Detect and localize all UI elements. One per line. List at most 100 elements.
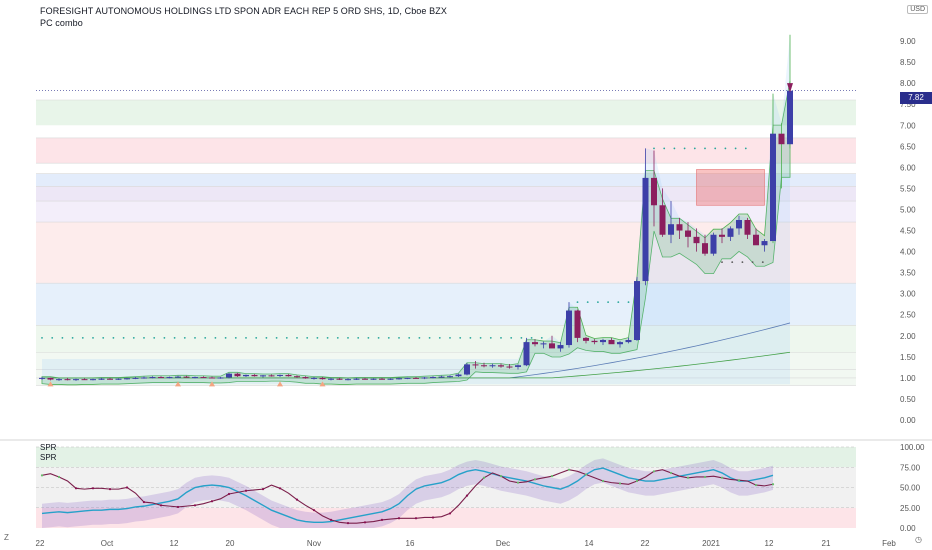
candle-body [438,376,445,378]
candle-body [90,379,96,381]
pivot-dot [428,336,431,339]
price-tick-label: 8.00 [900,79,916,88]
candle-body [761,241,768,246]
support-envelope [41,80,791,386]
pivot-dot [653,147,655,150]
pivot-dot [597,301,599,304]
spr-point [431,516,435,519]
pivot-dot [204,336,207,339]
spr-point [125,486,129,489]
oversold-zone [36,507,856,528]
range-cloud [42,34,790,385]
candle-body [608,340,615,345]
candle-body [183,376,190,378]
candle-body [651,177,657,206]
spr-point [91,487,95,490]
pivot-dot [347,336,349,339]
zone-band [36,100,856,126]
candle-body [115,378,122,380]
candle-body [311,377,317,379]
time-tick-label: 20 [226,539,235,548]
pivot-dot [296,336,298,339]
time-tick-label: Nov [307,539,321,548]
clock-icon[interactable]: ◷ [915,535,922,544]
pivot-dot [744,147,747,150]
spr-point [414,517,418,520]
pivot-dot [761,261,764,264]
pivot-dot [489,336,492,339]
spr-point [227,492,231,496]
candle-body [540,343,547,345]
pivot-dot [617,301,620,304]
candle-body [209,377,215,379]
candle-body [668,224,674,235]
candle-body [192,377,198,379]
pivot-dot [459,336,462,339]
pivot-dot [61,336,64,339]
spr-point [550,475,554,478]
pivot-dot [530,336,533,339]
pivot-dot [224,336,227,339]
chart-title: FORESIGHT AUTONOMOUS HOLDINGS LTD SPON A… [40,6,447,16]
candle-body [676,224,683,231]
price-tick-label: 8.50 [900,58,916,67]
pivot-dot [479,336,482,339]
candle-body [447,376,453,378]
buy-signal-marker [175,381,181,387]
price-tick-label: 5.00 [900,205,916,214]
pivot-dot [418,336,421,339]
candle-body [455,374,462,377]
pivot-dot [41,336,43,339]
candle-body [566,310,572,346]
pivot-dot [408,336,411,339]
candle-body [166,377,173,379]
pivot-dot [520,336,523,339]
candle-body [56,379,62,381]
pivot-dot [275,336,278,339]
candle-body [234,373,241,377]
zone-band [36,352,856,386]
pivot-dot [449,336,451,339]
spr-point [210,500,214,503]
indicator-label[interactable]: PC combo [40,18,83,28]
pivot-dot [731,261,734,264]
pivot-dot [693,147,696,150]
candle-body [64,379,71,381]
spr-point [312,509,316,512]
time-tick-label: 22 [36,539,45,548]
candle-body [557,345,564,349]
candle-body [39,377,45,379]
spr-point [295,498,299,501]
spr-point [346,522,350,525]
pivot-dot [540,336,543,339]
spr-point [720,476,724,479]
pivot-dot [510,336,513,339]
candle-body [583,337,589,341]
candle-body [404,377,411,379]
zone-band [36,325,856,353]
spr-line-1 [41,469,774,524]
price-tick-label: 4.50 [900,227,916,236]
time-axis: 22 Oct 12 20 Nov 16 Dec 14 22 2021 12 21 Feb [36,539,897,548]
pivot-dot [673,147,676,150]
spr-point [737,479,741,482]
candle-body [226,373,232,378]
currency-badge[interactable]: USD [907,5,928,14]
candle-body [736,220,742,229]
pivot-dot [721,261,723,264]
spr-point [618,482,622,485]
pivot-dot [153,336,156,339]
spr-point [159,504,163,507]
overbought-zone [36,447,856,468]
pivot-dot [265,336,268,339]
candle-body [98,378,105,380]
spr-point [363,521,367,524]
spr-point [584,473,588,476]
spr-tick-label: 25.00 [900,504,921,513]
candle-body [124,378,130,380]
candle-body [659,205,666,235]
spr-tick-label: 75.00 [900,463,921,472]
zoom-icon[interactable]: Z [4,533,9,542]
pivot-dot [102,336,105,339]
candle-body [362,378,368,380]
